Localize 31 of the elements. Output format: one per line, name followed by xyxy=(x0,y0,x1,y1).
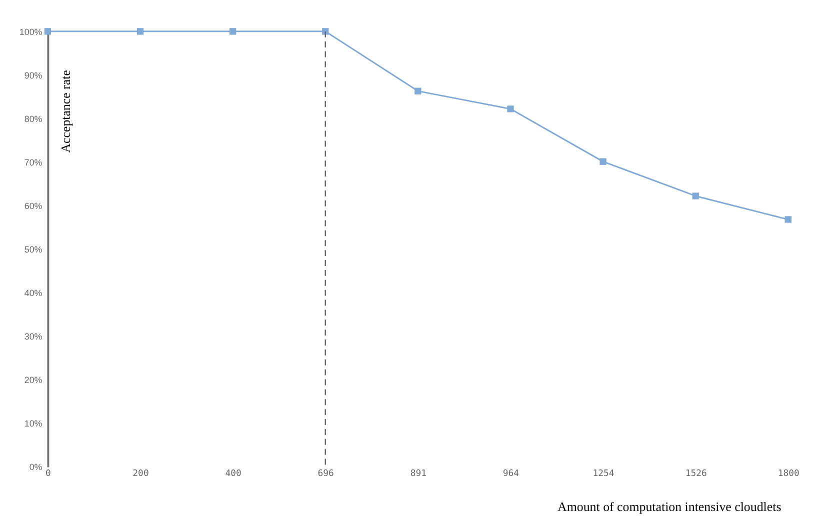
point xyxy=(784,216,792,223)
y-tick-label: 30% xyxy=(24,332,42,342)
x-tick-label: 696 xyxy=(318,469,334,480)
y-tick-label: 70% xyxy=(24,157,42,168)
y-tick-label: 80% xyxy=(24,114,42,124)
point xyxy=(507,106,514,112)
x-tick-label: 891 xyxy=(410,469,427,480)
point xyxy=(44,28,52,35)
point xyxy=(136,28,144,35)
y-tick-label: 40% xyxy=(24,288,42,298)
x-tick-label: 1800 xyxy=(778,469,800,480)
point xyxy=(692,192,699,200)
x-tick-label: 1254 xyxy=(592,469,614,480)
y-axis-title: Acceptance rate xyxy=(58,70,74,153)
point xyxy=(322,28,329,35)
y-tick-label: 0% xyxy=(29,462,42,472)
x-axis-title: Amount of computation intensive cloudlets xyxy=(558,498,782,514)
x-tick-label: 400 xyxy=(225,469,242,480)
x-tick-label: 0 xyxy=(46,469,51,480)
point xyxy=(414,88,422,94)
x-tick-label: 1526 xyxy=(685,469,707,480)
x-tick-label: 200 xyxy=(132,469,149,480)
point xyxy=(600,158,606,165)
point xyxy=(229,28,236,35)
x-tick-label: 964 xyxy=(502,469,520,480)
y-tick-label: 90% xyxy=(24,70,42,80)
y-tick-label: 100% xyxy=(19,26,42,37)
y-tick-label: 10% xyxy=(24,418,42,429)
y-tick-label: 60% xyxy=(24,201,42,212)
y-tick-label: 20% xyxy=(24,375,42,386)
y-tick-label: 50% xyxy=(24,244,42,255)
